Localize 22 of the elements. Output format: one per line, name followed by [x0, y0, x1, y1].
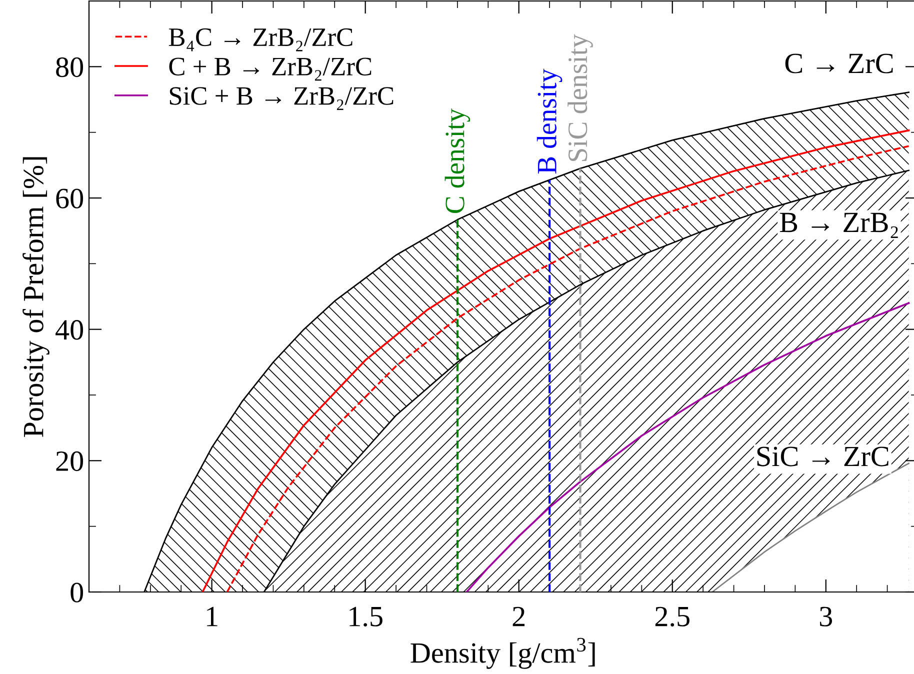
x-tick-label: 3: [820, 606, 832, 626]
x-tick-label: 1.5: [350, 606, 382, 627]
legend-label: B₄C → ZrB₂/ZrC: [168, 28, 352, 52]
legend-label: C + B → ZrB₂/ZrC: [169, 58, 372, 81]
annotation: C → ZrC: [785, 54, 893, 74]
line-series: [466, 302, 910, 592]
legend-label: SiC + B → ZrB₂/ZrC: [170, 87, 394, 110]
annotation: SiC → ZrC: [757, 446, 888, 466]
x-tick-label: 2: [512, 606, 525, 626]
y-tick-label: 20: [56, 451, 84, 472]
y-tick-label: 60: [56, 188, 84, 208]
y-axis-title: Porosity of Preform [%]: [22, 157, 50, 438]
x-tick-label: 2.5: [655, 606, 690, 627]
annotation: B → ZrB₂: [780, 212, 898, 238]
ref-line-label: C density: [444, 108, 470, 213]
y-tick-label: 0: [70, 582, 84, 602]
y-tick-label: 80: [56, 57, 84, 78]
x-tick-label: 1: [207, 606, 218, 626]
y-tick-label: 40: [56, 320, 84, 340]
x-axis-title: Density [g/cm$^{3}$]: [410, 638, 595, 669]
ref-line-label: SiC density: [568, 34, 593, 162]
ref-line-label: B density: [536, 68, 562, 174]
